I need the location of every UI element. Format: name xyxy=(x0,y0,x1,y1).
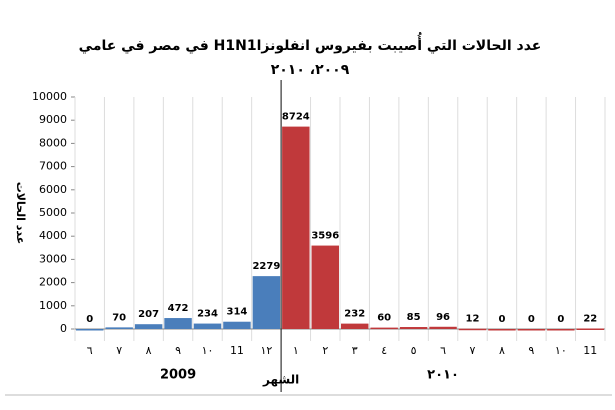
x-tick-label: ٩ xyxy=(175,344,181,357)
y-tick-label: 0 xyxy=(60,322,67,335)
bar xyxy=(341,323,369,329)
bar xyxy=(488,329,516,331)
y-tick-label: 5000 xyxy=(39,206,67,219)
x-tick-label: ٨ xyxy=(146,344,152,357)
x-tick-label: ٧ xyxy=(470,344,476,357)
bar xyxy=(164,318,192,329)
x-tick-label: ٣ xyxy=(352,344,358,357)
x-tick-label: ٩ xyxy=(528,344,534,357)
bar xyxy=(399,327,428,329)
x-tick-label: ٧ xyxy=(116,344,122,357)
y-tick-label: 2000 xyxy=(39,276,67,289)
y-tick-label: 10000 xyxy=(32,90,67,103)
y-tick-label: 8000 xyxy=(39,136,67,149)
data-label: 70 xyxy=(112,312,126,323)
bar xyxy=(282,126,310,329)
data-label: 85 xyxy=(407,312,421,323)
x-axis-label: الشهر xyxy=(262,373,299,387)
data-label: 232 xyxy=(344,309,365,320)
data-label: 8724 xyxy=(282,112,310,123)
data-label: 0 xyxy=(498,314,505,325)
bar xyxy=(429,326,457,329)
bar xyxy=(576,328,604,330)
x-tick-label: ٦ xyxy=(87,344,93,357)
bar xyxy=(252,276,281,329)
y-tick-label: 4000 xyxy=(39,229,67,242)
x-tick-label: ١٠ xyxy=(202,344,214,357)
y-tick-label: 9000 xyxy=(39,113,67,126)
x-group-label: 2009 xyxy=(160,368,196,383)
bar xyxy=(193,323,222,329)
x-group-label: ٢٠١٠ xyxy=(427,368,459,383)
x-tick-label: ١٢ xyxy=(260,344,272,357)
data-label: 234 xyxy=(197,309,218,320)
chart-title: عدد الحالات التي أُصيبت بفيروس انفلونزاH… xyxy=(78,38,542,78)
x-tick-label: ٥ xyxy=(411,344,417,357)
x-tick-label: 11 xyxy=(583,344,597,357)
bar xyxy=(458,328,487,331)
x-tick-label: ٤ xyxy=(381,344,387,357)
x-tick-label: ٢ xyxy=(322,344,328,357)
bar xyxy=(134,324,163,329)
data-label: 0 xyxy=(86,314,93,325)
data-label: 0 xyxy=(528,314,535,325)
data-label: 2279 xyxy=(252,261,280,272)
y-tick-label: 7000 xyxy=(39,160,67,173)
data-label: 0 xyxy=(557,314,564,325)
y-tick-label: 3000 xyxy=(39,252,67,265)
data-label: 314 xyxy=(227,307,248,318)
data-label: 472 xyxy=(168,303,189,314)
bar xyxy=(547,329,575,331)
bar xyxy=(517,329,546,331)
x-tick-label: ٨ xyxy=(499,344,505,357)
bar xyxy=(311,245,339,329)
x-tick-label: ٦ xyxy=(440,344,446,357)
data-label: 22 xyxy=(583,313,597,324)
data-label: 207 xyxy=(138,309,159,320)
y-tick-label: 6000 xyxy=(39,183,67,196)
bar xyxy=(370,327,398,330)
bar xyxy=(223,321,251,329)
x-tick-label: ١٠ xyxy=(555,344,567,357)
data-label: 12 xyxy=(466,314,480,325)
bar xyxy=(105,327,133,329)
data-label: 96 xyxy=(436,312,450,323)
x-tick-label: ١ xyxy=(293,344,299,357)
data-label: 3596 xyxy=(311,231,339,242)
y-tick-label: 1000 xyxy=(39,299,67,312)
x-tick-label: 11 xyxy=(230,344,244,357)
data-label: 60 xyxy=(377,313,391,324)
bar xyxy=(76,329,104,331)
y-axis-label: عدد الحالات xyxy=(14,182,27,245)
